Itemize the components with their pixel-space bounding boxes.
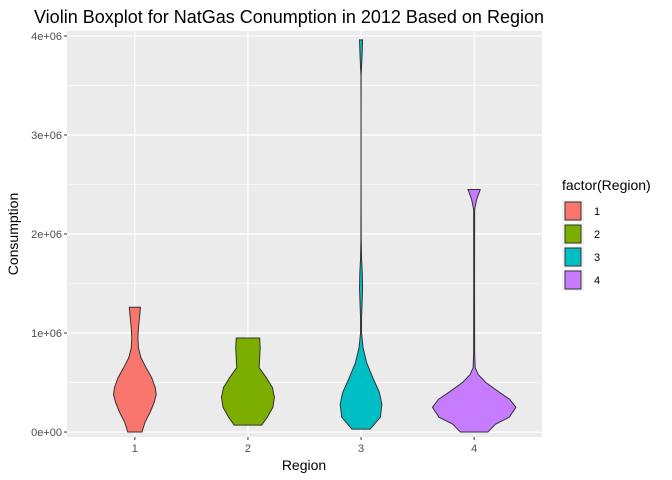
chart-title: Violin Boxplot for NatGas Conumption in … — [34, 7, 544, 27]
y-tick-label: 2e+06 — [31, 229, 62, 241]
x-tick-label: 1 — [132, 443, 138, 455]
legend: factor(Region) 1 2 3 4 — [562, 177, 651, 291]
y-tick-label: 1e+06 — [31, 328, 62, 340]
y-axis-title: Consumption — [5, 193, 21, 276]
violins — [112, 39, 517, 433]
legend-swatch-3 — [564, 247, 582, 267]
violin-region-1 — [112, 306, 157, 433]
y-tick-label: 4e+06 — [31, 31, 62, 43]
x-tick-label: 4 — [471, 443, 477, 455]
violin-region-4 — [431, 188, 517, 433]
legend-swatch-4 — [564, 270, 582, 290]
legend-label: 2 — [594, 229, 600, 241]
legend-label: 1 — [594, 206, 600, 218]
legend-swatch-1 — [564, 201, 582, 221]
x-axis: 1 2 3 4 — [132, 437, 477, 455]
legend-title: factor(Region) — [562, 177, 651, 193]
violin-region-3 — [339, 39, 383, 430]
violin-region-2 — [220, 337, 275, 426]
y-tick-label: 0e+00 — [31, 427, 62, 439]
y-tick-label: 3e+06 — [31, 130, 62, 142]
y-axis: 0e+00 1e+06 2e+06 3e+06 4e+06 — [31, 31, 67, 439]
legend-swatch-2 — [564, 224, 582, 244]
x-axis-title: Region — [282, 457, 326, 473]
x-tick-label: 3 — [358, 443, 364, 455]
legend-label: 4 — [594, 275, 600, 287]
legend-label: 3 — [594, 252, 600, 264]
x-tick-label: 2 — [245, 443, 251, 455]
